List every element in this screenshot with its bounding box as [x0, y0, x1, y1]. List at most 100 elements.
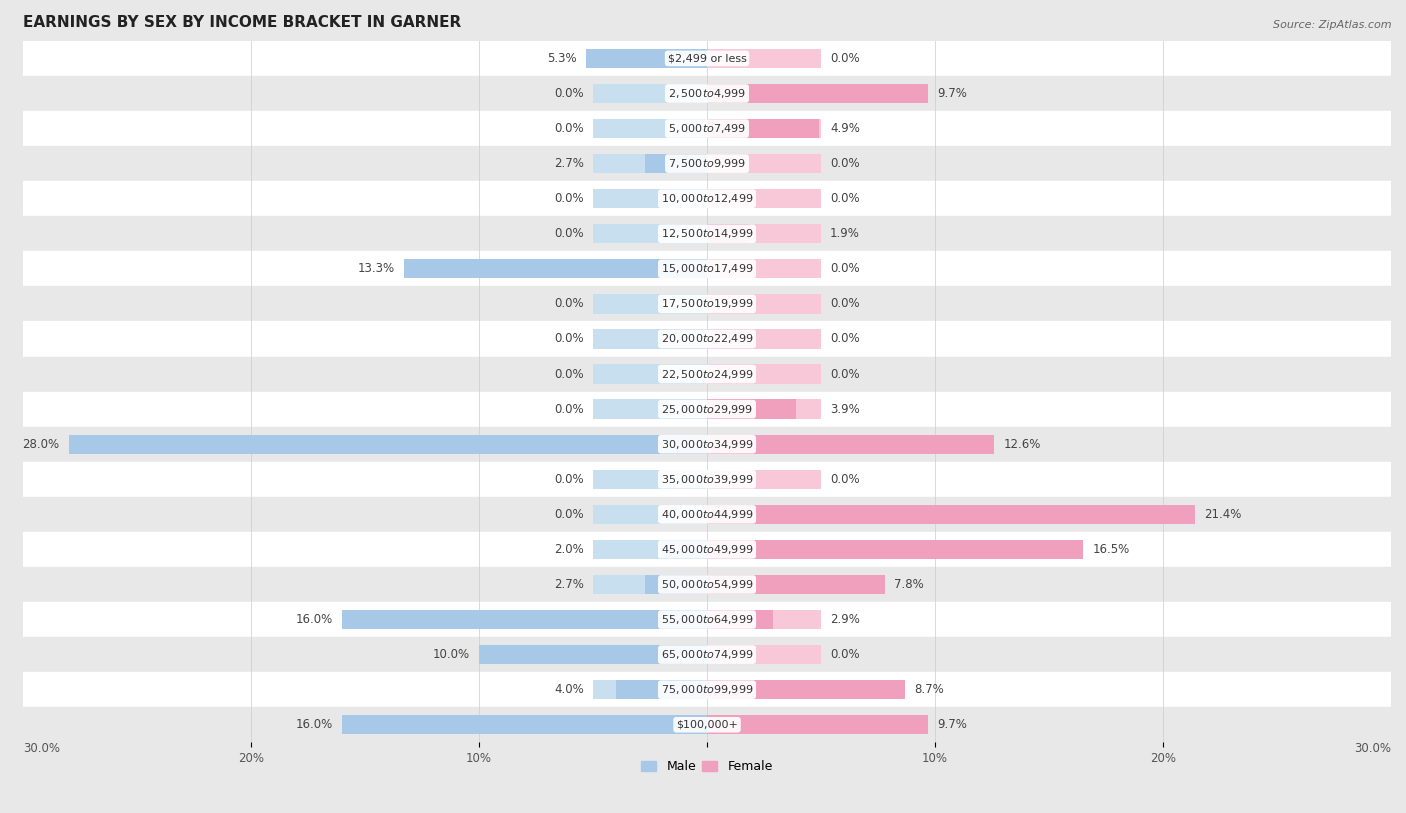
Bar [22, 532, 1391, 567]
Text: $20,000 to $22,499: $20,000 to $22,499 [661, 333, 754, 346]
Bar [342, 715, 707, 734]
Bar [342, 610, 707, 629]
Text: 12.6%: 12.6% [1004, 437, 1040, 450]
Bar [707, 435, 994, 454]
Text: $40,000 to $44,999: $40,000 to $44,999 [661, 508, 754, 521]
Text: 2.7%: 2.7% [554, 578, 583, 591]
Text: $55,000 to $64,999: $55,000 to $64,999 [661, 613, 754, 626]
Bar [707, 399, 796, 419]
Bar [593, 259, 707, 279]
Text: 0.0%: 0.0% [830, 367, 860, 380]
Bar [707, 399, 821, 419]
Bar [707, 259, 821, 279]
Bar [707, 84, 928, 103]
Bar [707, 610, 773, 629]
Text: 0.0%: 0.0% [554, 367, 583, 380]
Text: $2,499 or less: $2,499 or less [668, 54, 747, 63]
Bar [707, 224, 821, 243]
Text: $12,500 to $14,999: $12,500 to $14,999 [661, 228, 754, 241]
Text: 28.0%: 28.0% [22, 437, 59, 450]
Text: 0.0%: 0.0% [554, 122, 583, 135]
Bar [707, 715, 821, 734]
Text: $15,000 to $17,499: $15,000 to $17,499 [661, 263, 754, 276]
Text: $22,500 to $24,999: $22,500 to $24,999 [661, 367, 754, 380]
Bar [707, 119, 821, 138]
Bar [645, 154, 707, 173]
Bar [593, 224, 707, 243]
Text: $10,000 to $12,499: $10,000 to $12,499 [661, 192, 754, 205]
Bar [593, 294, 707, 314]
Text: 1.9%: 1.9% [830, 228, 860, 241]
Bar [593, 189, 707, 208]
Text: 2.0%: 2.0% [554, 543, 583, 556]
Text: 0.0%: 0.0% [554, 508, 583, 521]
Text: 13.3%: 13.3% [357, 263, 395, 276]
Bar [22, 602, 1391, 637]
Bar [707, 505, 1195, 524]
Text: 16.5%: 16.5% [1092, 543, 1129, 556]
Bar [22, 216, 1391, 251]
Text: 21.4%: 21.4% [1204, 508, 1241, 521]
Bar [22, 427, 1391, 462]
Text: 0.0%: 0.0% [554, 333, 583, 346]
Text: $17,500 to $19,999: $17,500 to $19,999 [661, 298, 754, 311]
Bar [616, 680, 707, 699]
Bar [22, 111, 1391, 146]
Bar [404, 259, 707, 279]
Text: $100,000+: $100,000+ [676, 720, 738, 730]
Bar [707, 189, 821, 208]
Text: 30.0%: 30.0% [1354, 742, 1391, 755]
Bar [593, 680, 707, 699]
Bar [593, 645, 707, 664]
Text: 0.0%: 0.0% [830, 157, 860, 170]
Bar [22, 672, 1391, 707]
Bar [661, 540, 707, 559]
Bar [645, 575, 707, 594]
Text: EARNINGS BY SEX BY INCOME BRACKET IN GARNER: EARNINGS BY SEX BY INCOME BRACKET IN GAR… [22, 15, 461, 30]
Text: $2,500 to $4,999: $2,500 to $4,999 [668, 87, 747, 100]
Bar [593, 575, 707, 594]
Text: 0.0%: 0.0% [830, 333, 860, 346]
Text: 8.7%: 8.7% [914, 683, 945, 696]
Bar [22, 567, 1391, 602]
Text: 0.0%: 0.0% [554, 87, 583, 100]
Text: 9.7%: 9.7% [938, 87, 967, 100]
Text: 4.9%: 4.9% [830, 122, 860, 135]
Text: 0.0%: 0.0% [554, 473, 583, 486]
Bar [22, 707, 1391, 742]
Bar [707, 329, 821, 349]
Bar [707, 294, 821, 314]
Bar [707, 540, 1083, 559]
Bar [593, 49, 707, 68]
Bar [22, 76, 1391, 111]
Bar [707, 575, 884, 594]
Bar [586, 49, 707, 68]
Bar [593, 364, 707, 384]
Bar [22, 357, 1391, 392]
Bar [22, 497, 1391, 532]
Bar [593, 610, 707, 629]
Bar [593, 715, 707, 734]
Bar [22, 637, 1391, 672]
Bar [593, 84, 707, 103]
Text: 0.0%: 0.0% [554, 298, 583, 311]
Text: 16.0%: 16.0% [295, 613, 333, 626]
Bar [22, 41, 1391, 76]
Bar [22, 181, 1391, 216]
Text: 30.0%: 30.0% [22, 742, 60, 755]
Text: 0.0%: 0.0% [554, 228, 583, 241]
Bar [707, 49, 821, 68]
Text: 0.0%: 0.0% [830, 192, 860, 205]
Bar [593, 505, 707, 524]
Bar [707, 680, 821, 699]
Text: 0.0%: 0.0% [554, 402, 583, 415]
Bar [593, 399, 707, 419]
Bar [707, 540, 821, 559]
Bar [707, 224, 751, 243]
Bar [707, 364, 821, 384]
Text: 16.0%: 16.0% [295, 718, 333, 731]
Bar [22, 251, 1391, 286]
Text: $75,000 to $99,999: $75,000 to $99,999 [661, 683, 754, 696]
Bar [707, 84, 821, 103]
Text: 0.0%: 0.0% [830, 52, 860, 65]
